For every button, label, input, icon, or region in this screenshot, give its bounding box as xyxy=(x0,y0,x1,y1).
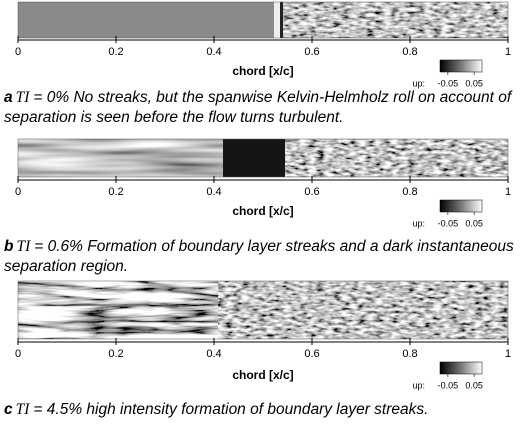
caption-label: c xyxy=(4,401,13,418)
caption-label: a xyxy=(4,89,13,106)
x-tick-label: 0 xyxy=(15,46,21,58)
colorbar-tick-label: 0.05 xyxy=(465,380,483,390)
caption-text: = 0% No streaks, but the spanwise Kelvin… xyxy=(4,89,511,126)
caption-symbol: TI xyxy=(16,238,30,255)
colorbar-tick-label: -0.05 xyxy=(438,78,459,88)
x-tick-label: 0.4 xyxy=(206,186,221,198)
x-tick-label: 0.8 xyxy=(402,186,417,198)
x-tick-label: 0.6 xyxy=(304,46,319,58)
x-tick-label: 1 xyxy=(505,46,511,58)
caption-symbol: TI xyxy=(16,89,30,106)
x-tick-label: 0.2 xyxy=(108,348,123,360)
colorbar-tick-label: -0.05 xyxy=(438,218,459,228)
x-axis-label: chord [x/c] xyxy=(232,64,293,78)
x-tick-label: 0.4 xyxy=(206,348,221,360)
x-tick-label: 0.2 xyxy=(108,186,123,198)
field-streaks xyxy=(18,139,223,177)
separation xyxy=(223,139,285,177)
kh-roll xyxy=(274,2,280,38)
caption-text: = 4.5% high intensity formation of bound… xyxy=(33,401,428,418)
field-turbulent xyxy=(218,281,508,339)
caption-text: = 0.6% Formation of boundary layer strea… xyxy=(4,238,514,275)
x-tick-label: 0.8 xyxy=(402,348,417,360)
x-tick-label: 1 xyxy=(505,186,511,198)
field-laminar xyxy=(18,2,280,38)
x-tick-label: 0.4 xyxy=(206,46,221,58)
x-axis-label: chord [x/c] xyxy=(232,204,293,218)
figure: 0 0.2 0.4 0.6 0.8 1 chord [x/c] up: -0.05 0.05 0 0.… xyxy=(0,0,526,427)
caption-label: b xyxy=(4,238,13,255)
field-turbulent xyxy=(280,2,508,38)
x-tick-label: 0 xyxy=(15,348,21,360)
colorbar-label: up: xyxy=(412,78,425,88)
field-streaks xyxy=(18,281,218,339)
colorbar-tick-label: -0.05 xyxy=(438,380,459,390)
x-tick-label: 0 xyxy=(15,186,21,198)
colorbar-tick-label: 0.05 xyxy=(465,218,483,228)
colorbar xyxy=(440,362,482,374)
x-tick-label: 0.6 xyxy=(304,348,319,360)
colorbar xyxy=(440,60,482,72)
page: {"chart_data": [ {"type": "image", "xlab… xyxy=(0,0,526,427)
x-axis-label: chord [x/c] xyxy=(232,368,293,382)
colorbar-tick-label: 0.05 xyxy=(465,78,483,88)
kh-roll-dark xyxy=(280,2,283,38)
colorbar-label: up: xyxy=(412,380,425,390)
x-tick-label: 0.6 xyxy=(304,186,319,198)
colorbar xyxy=(440,200,482,212)
field-turbulent xyxy=(285,139,508,177)
caption-symbol: TI xyxy=(16,401,30,418)
x-tick-label: 0.8 xyxy=(402,46,417,58)
x-tick-label: 0.2 xyxy=(108,46,123,58)
colorbar-label: up: xyxy=(412,218,425,228)
x-tick-label: 1 xyxy=(505,348,511,360)
